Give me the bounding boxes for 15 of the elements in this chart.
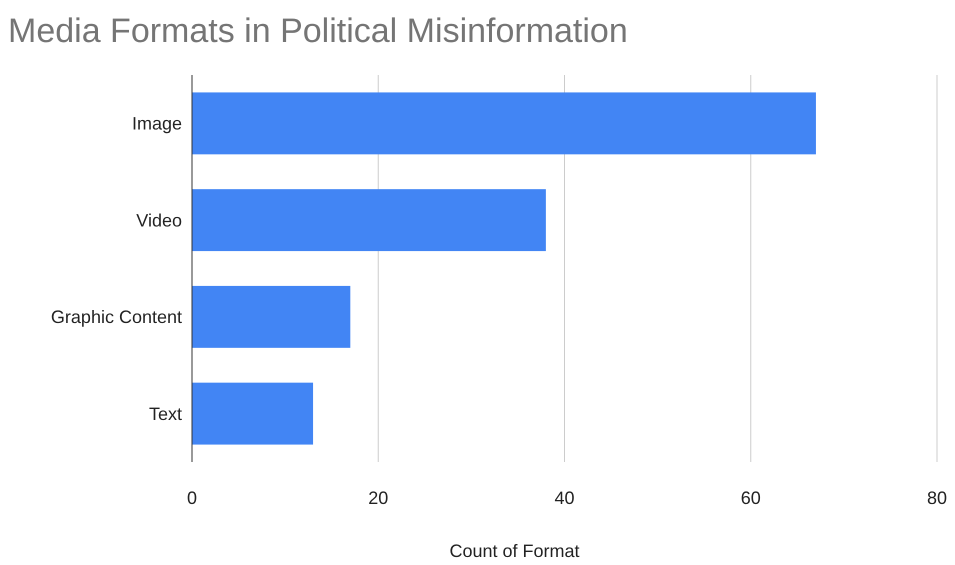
x-tick-label: 40 (554, 488, 575, 508)
bar (192, 286, 350, 348)
bar (192, 382, 314, 445)
x-tick-label: 0 (186, 488, 198, 508)
x-tick-label: 80 (926, 488, 948, 508)
x-axis-title: Count of Format (449, 541, 580, 561)
y-tick-label: Text (148, 404, 182, 424)
chart-title: Media Formats in Political Misinformation (8, 12, 628, 50)
y-tick-label: Video (136, 210, 182, 230)
x-tick-label: 20 (368, 488, 388, 508)
bar (192, 189, 546, 252)
bar (192, 92, 816, 154)
y-tick-label: Image (132, 114, 182, 134)
y-tick-label: Graphic Content (50, 307, 182, 328)
x-tick-label: 60 (740, 488, 761, 508)
